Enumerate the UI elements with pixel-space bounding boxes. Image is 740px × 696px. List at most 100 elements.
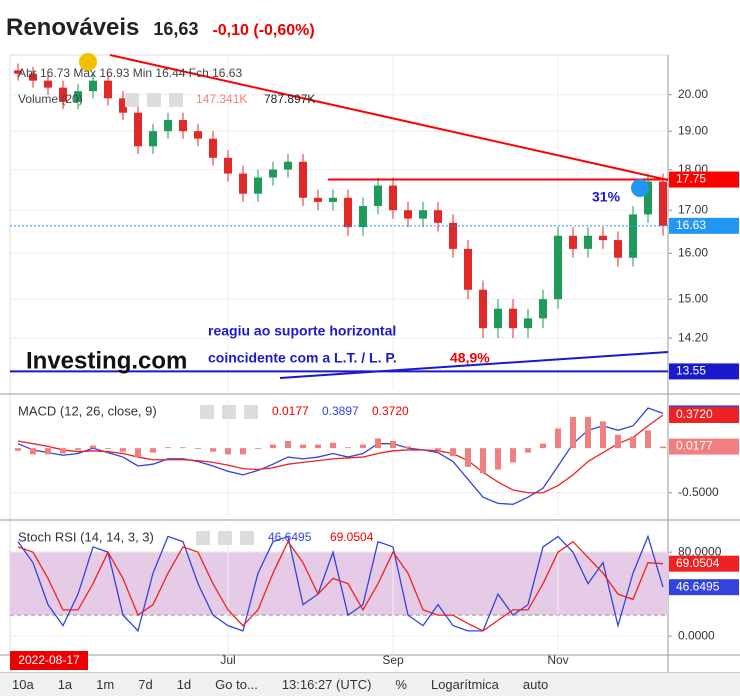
toolbar-button[interactable]: 13:16:27 (UTC)	[281, 677, 372, 692]
axis-label-box	[669, 217, 739, 234]
price: 16,63	[153, 19, 199, 39]
line-series	[17, 534, 664, 633]
y-tick-label: 14.20	[678, 330, 708, 344]
candle-body	[209, 138, 217, 158]
candle-body	[44, 80, 52, 88]
histogram-bar	[225, 448, 231, 455]
candle-body	[464, 248, 472, 290]
histogram-bar	[390, 441, 396, 449]
legend-value: 0.0177	[272, 404, 309, 418]
histogram-bar	[150, 448, 156, 453]
candle-body	[29, 73, 37, 81]
candle-body	[239, 173, 247, 194]
histogram-bar	[360, 444, 366, 449]
candle-body	[554, 235, 562, 300]
icon[interactable]	[218, 531, 232, 545]
icon[interactable]	[125, 93, 139, 107]
histogram-bar	[510, 448, 516, 463]
histogram-bar	[315, 444, 321, 449]
histogram-bar	[330, 442, 336, 449]
candle-body	[359, 206, 367, 228]
histogram-bar	[630, 436, 636, 449]
histogram-bar	[195, 448, 201, 450]
toolbar-button[interactable]: 10a	[12, 677, 34, 692]
legend-value: 0.3720	[372, 404, 409, 418]
candle-body	[284, 161, 292, 170]
histogram-bar	[90, 445, 96, 449]
toolbar-button[interactable]: auto	[522, 677, 549, 692]
date-box	[10, 651, 88, 670]
axis-label-box	[669, 406, 739, 423]
trend-line	[279, 351, 669, 379]
histogram-bar	[60, 448, 66, 454]
candle-body	[314, 197, 322, 202]
candle-body	[539, 299, 547, 319]
histogram-bar	[15, 448, 21, 451]
histogram-bar	[30, 448, 36, 455]
y-tick-label: 17.00	[678, 202, 708, 216]
candle-body	[614, 240, 622, 258]
histogram-bar	[75, 448, 81, 450]
x-tick-label: Jul	[220, 653, 235, 667]
icon[interactable]	[244, 405, 258, 419]
candle-body	[299, 161, 307, 198]
icon[interactable]	[196, 531, 210, 545]
change: -0,10 (-0,60%)	[212, 22, 315, 39]
histogram-bar	[585, 416, 591, 449]
candle-body	[134, 112, 142, 147]
axis-label-box	[669, 555, 739, 572]
candle-body	[119, 98, 127, 113]
toolbar-button[interactable]: Go to...	[215, 677, 258, 692]
histogram-bar	[105, 448, 111, 450]
axis-label: 13.55	[676, 364, 706, 378]
toolbar-button[interactable]: %	[395, 677, 407, 692]
legend-value: 69.0504	[330, 530, 374, 544]
histogram-bar	[480, 448, 486, 474]
axis-label: 0.0177	[676, 439, 713, 453]
histogram-bar	[165, 447, 171, 449]
annotation: coincidente com a L.T. / L. P.	[208, 350, 397, 366]
histogram-bar	[180, 447, 186, 449]
histogram-bar	[210, 448, 216, 452]
axis-label: 0.3720	[676, 407, 713, 421]
candle-body	[194, 131, 202, 139]
candle-body	[224, 157, 232, 174]
price-panel: 20.0019.0018.0017.0016.0015.0014.2017.75…	[10, 55, 739, 667]
axis-label: 17.75	[676, 172, 706, 186]
toolbar-button[interactable]: 1m	[96, 677, 115, 692]
toolbar-button[interactable]: 7d	[138, 677, 153, 692]
y-tick-label: 20.00	[678, 87, 708, 101]
candle-body	[629, 214, 637, 258]
volume-legend: 787.897K	[264, 92, 315, 106]
line-series	[17, 414, 664, 494]
volume-legend: Volume (20)	[18, 92, 83, 106]
stoch-panel: 80.0000 0.0000 46.6495 69.0504	[10, 527, 739, 655]
candle-body	[89, 80, 97, 92]
candle-body	[524, 318, 532, 329]
toolbar-button[interactable]: 1d	[176, 677, 192, 692]
candle-body	[449, 222, 457, 249]
candle-body	[494, 308, 502, 329]
candle-body	[104, 80, 112, 99]
icon[interactable]	[222, 405, 236, 419]
histogram-bar	[120, 448, 126, 452]
icon[interactable]	[169, 93, 183, 107]
line-series	[17, 407, 664, 505]
icon[interactable]	[147, 93, 161, 107]
toolbar-button[interactable]: Logarítmica	[430, 677, 499, 692]
candle-body	[59, 87, 67, 102]
chart: 20.0019.0018.0017.0016.0015.0014.2017.75…	[0, 53, 740, 672]
icon[interactable]	[200, 405, 214, 419]
toolbar: 10a 1a 1m 7d 1d Go to... 13:16:27 (UTC)% Logarí…	[0, 672, 740, 696]
histogram-bar	[345, 447, 351, 449]
candle-body	[659, 181, 667, 226]
histogram-bar	[255, 448, 261, 450]
icon[interactable]	[240, 531, 254, 545]
toolbar-button[interactable]: 1a	[57, 677, 73, 692]
candle-body	[269, 169, 277, 178]
candle-body	[644, 181, 652, 215]
x-tick-label: Sep	[382, 653, 404, 667]
event-icon	[79, 53, 97, 71]
y-tick-label: 80.0000	[678, 544, 722, 558]
